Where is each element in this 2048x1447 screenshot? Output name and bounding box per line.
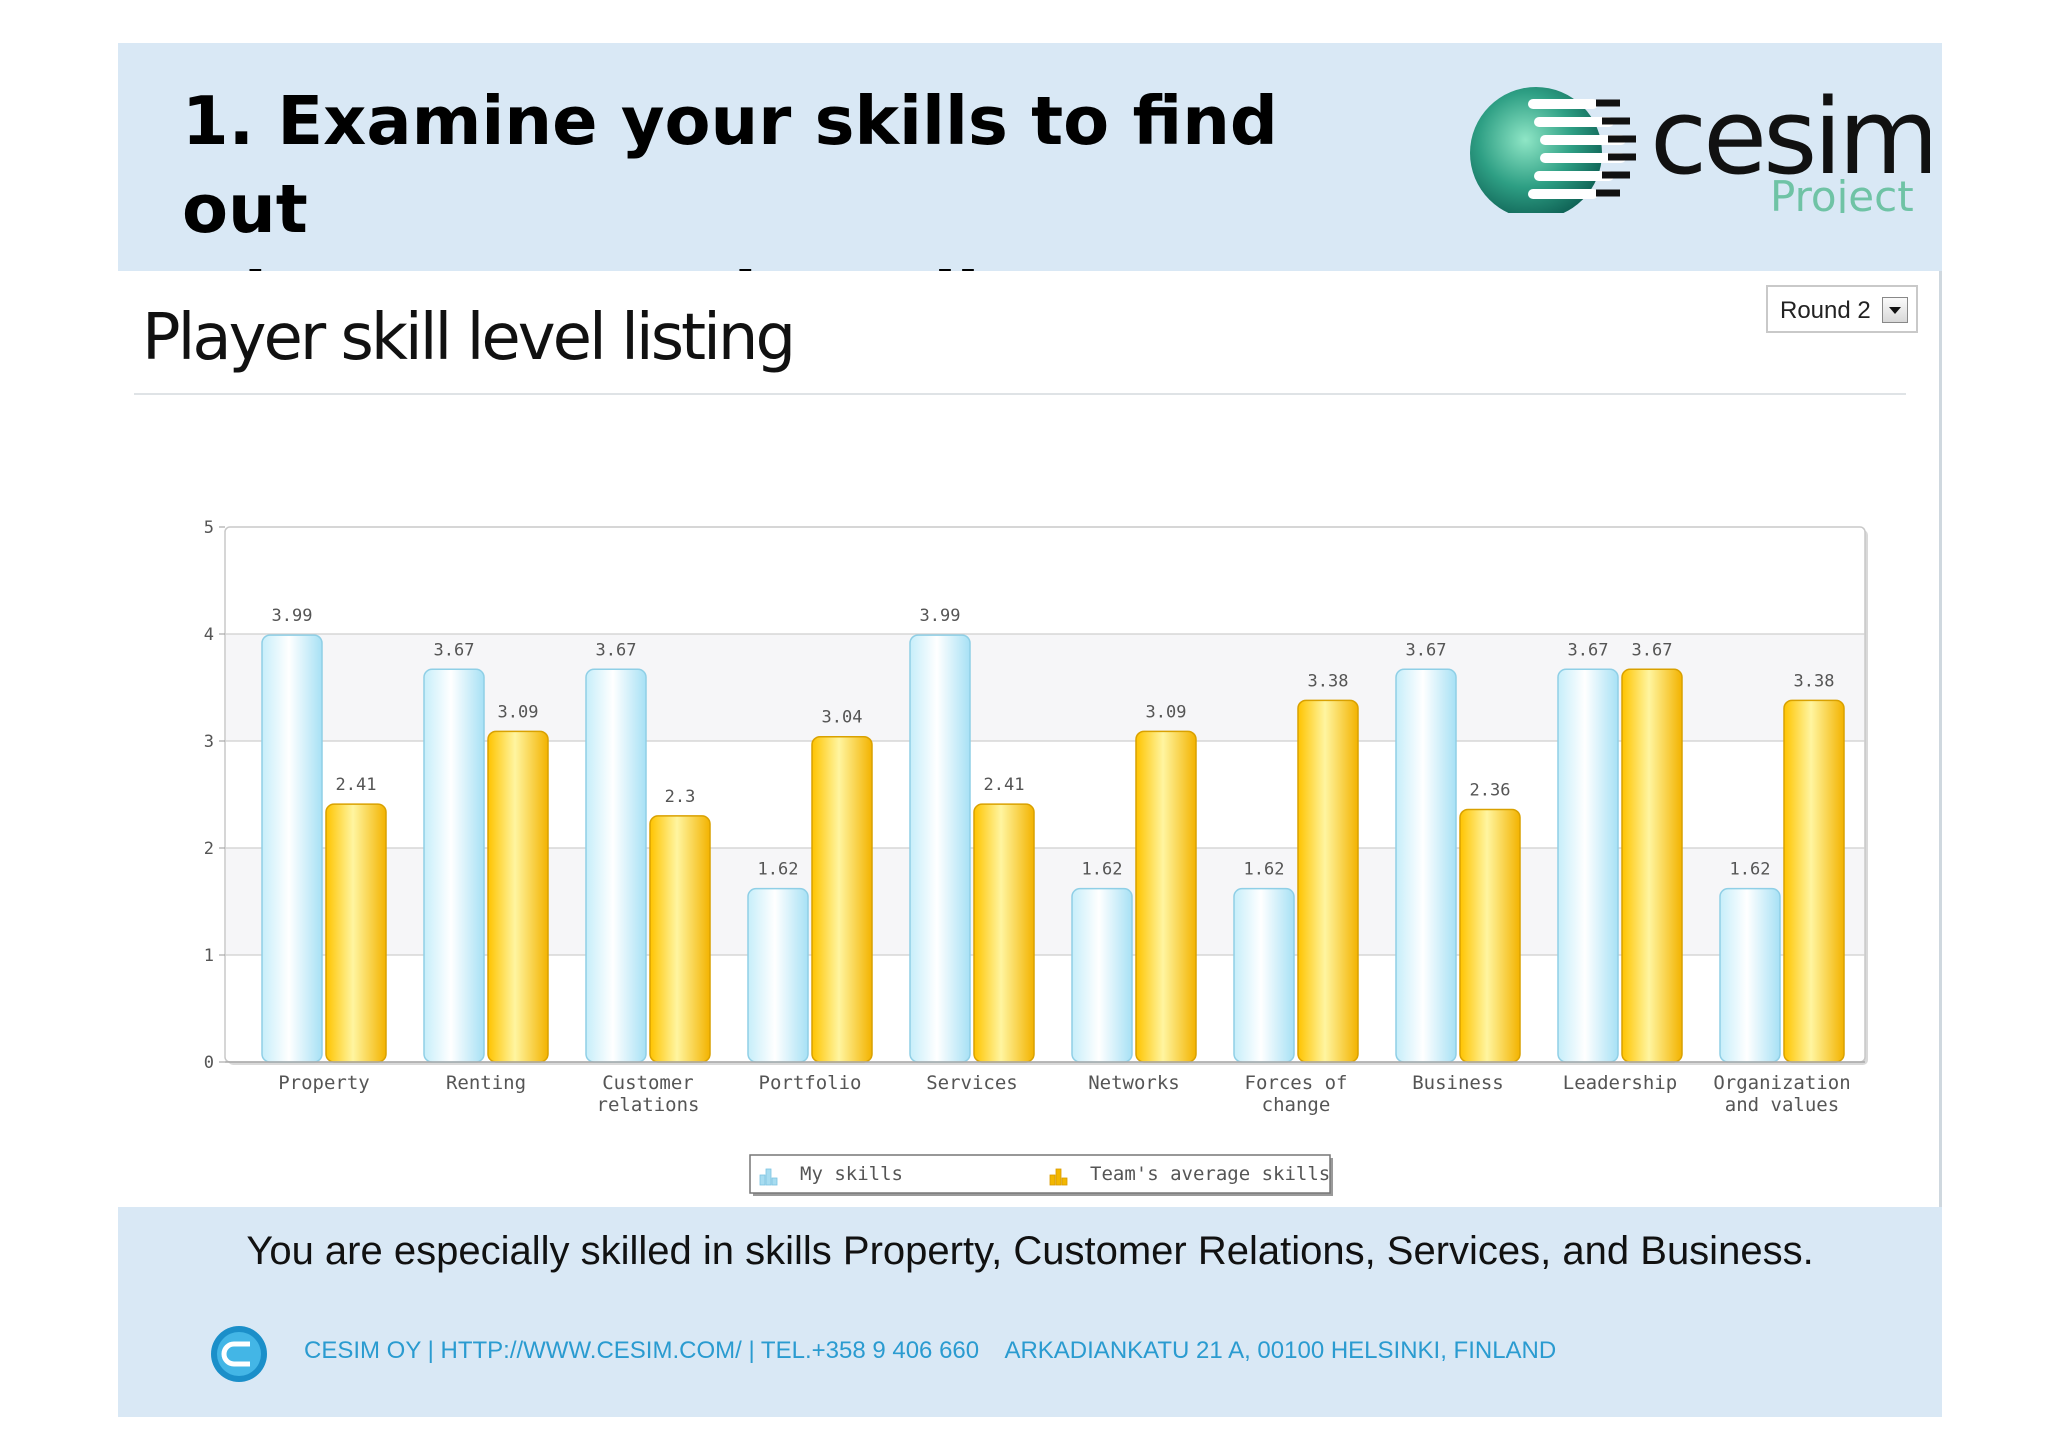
- y-tick-label: 2: [204, 839, 214, 859]
- bar-my-skills: [585, 668, 647, 1063]
- chevron-down-icon[interactable]: [1882, 297, 1908, 323]
- legend-label: Team's average skills: [1090, 1163, 1330, 1185]
- legend-bar-icon: [759, 1174, 766, 1186]
- bar-my-skills: [1719, 887, 1781, 1063]
- round-select[interactable]: Round 2: [1766, 285, 1918, 333]
- contact-line: CESIM OY | HTTP://WWW.CESIM.COM/ | TEL.+…: [304, 1337, 1557, 1364]
- x-tick-label: change: [1262, 1094, 1331, 1116]
- skill-bar-chart: 0 1 2 3 4 5 3.99 2.41 Property 3.67 3.09 Renting 3.6…: [204, 518, 1868, 1196]
- x-tick-label: Leadership: [1563, 1072, 1677, 1094]
- panel-title: Player skill level listing: [142, 301, 796, 375]
- bar-my-skills: [1395, 668, 1457, 1063]
- cesim-project-logo: cesim Project: [1470, 76, 1930, 213]
- legend-bar-icon: [1061, 1177, 1068, 1186]
- bar-team-average: [649, 815, 711, 1063]
- legend-bar-icon: [1049, 1174, 1056, 1186]
- x-tick-label: Networks: [1088, 1072, 1180, 1094]
- x-tick-label: and values: [1725, 1094, 1839, 1116]
- globe-stripes: [1528, 99, 1626, 199]
- y-tick-label: 4: [204, 625, 214, 645]
- legend-label: My skills: [800, 1163, 903, 1185]
- data-label-team-average: 2.36: [1470, 780, 1511, 800]
- data-label-my-skills: 3.67: [1406, 640, 1447, 660]
- round-select-value: Round 2: [1780, 297, 1871, 324]
- bar-team-average: [1135, 730, 1197, 1063]
- data-label-team-average: 3.38: [1794, 671, 1835, 691]
- data-label-team-average: 2.3: [665, 787, 696, 807]
- panel-divider: [134, 393, 1906, 395]
- data-label-team-average: 3.04: [822, 708, 863, 728]
- logo-brand-text: cesim: [1650, 76, 1930, 198]
- x-tick-label: Portfolio: [759, 1072, 862, 1094]
- legend-bar-icon: [765, 1168, 772, 1186]
- x-tick-label: Business: [1412, 1072, 1504, 1094]
- data-label-team-average: 2.41: [984, 775, 1025, 795]
- bar-my-skills: [747, 887, 809, 1063]
- data-label-team-average: 2.41: [336, 775, 377, 795]
- data-label-my-skills: 3.99: [272, 606, 313, 626]
- footer-band: You are especially skilled in skills Pro…: [118, 1207, 1942, 1417]
- bar-team-average: [973, 803, 1035, 1063]
- y-tick-label: 0: [204, 1053, 214, 1073]
- x-tick-label: Services: [926, 1072, 1018, 1094]
- slide-title-line1: 1. Examine your skills to find out: [182, 82, 1278, 248]
- x-tick-label: relations: [597, 1094, 700, 1116]
- x-tick-label: Renting: [446, 1072, 526, 1094]
- bar-my-skills: [1233, 887, 1295, 1063]
- bar-team-average: [487, 730, 549, 1063]
- data-label-my-skills: 1.62: [1082, 860, 1123, 880]
- y-tick-label: 1: [204, 946, 214, 966]
- skill-panel: Player skill level listing Round 2 0 1 2 3 4…: [118, 271, 1942, 1207]
- logo-product-text: Project: [1770, 172, 1914, 213]
- cesim-c-icon: [211, 1326, 267, 1382]
- legend-bar-icon: [771, 1177, 778, 1186]
- data-label-team-average: 3.09: [498, 702, 539, 722]
- data-label-my-skills: 3.67: [596, 640, 637, 660]
- x-tick-label: Organization: [1713, 1072, 1850, 1094]
- data-label-my-skills: 1.62: [1730, 860, 1771, 880]
- bar-team-average: [811, 735, 873, 1063]
- bar-my-skills: [261, 634, 323, 1063]
- slide-header: 1. Examine your skills to find out what …: [118, 43, 1942, 336]
- bar-team-average: [325, 803, 387, 1063]
- bar-team-average: [1297, 699, 1359, 1063]
- bar-my-skills: [423, 668, 485, 1063]
- bar-team-average: [1459, 808, 1521, 1063]
- data-label-my-skills: 1.62: [1244, 860, 1285, 880]
- data-label-team-average: 3.38: [1308, 671, 1349, 691]
- summary-text: You are especially skilled in skills Pro…: [246, 1229, 1814, 1273]
- data-label-team-average: 3.09: [1146, 702, 1187, 722]
- x-tick-label: Forces of: [1245, 1072, 1348, 1094]
- bar-my-skills: [1557, 668, 1619, 1063]
- x-tick-label: Customer: [602, 1072, 694, 1094]
- bar-team-average: [1621, 668, 1683, 1063]
- data-label-my-skills: 3.99: [920, 606, 961, 626]
- legend-box: [749, 1154, 1331, 1194]
- data-label-my-skills: 1.62: [758, 860, 799, 880]
- y-tick-label: 5: [204, 518, 214, 538]
- bar-my-skills: [909, 634, 971, 1063]
- bar-team-average: [1783, 699, 1845, 1063]
- data-label-my-skills: 3.67: [434, 640, 475, 660]
- y-tick-label: 3: [204, 732, 214, 752]
- x-tick-label: Property: [278, 1072, 370, 1094]
- data-label-my-skills: 3.67: [1568, 640, 1609, 660]
- data-label-team-average: 3.67: [1632, 640, 1673, 660]
- bar-my-skills: [1071, 887, 1133, 1063]
- legend-bar-icon: [1055, 1168, 1062, 1186]
